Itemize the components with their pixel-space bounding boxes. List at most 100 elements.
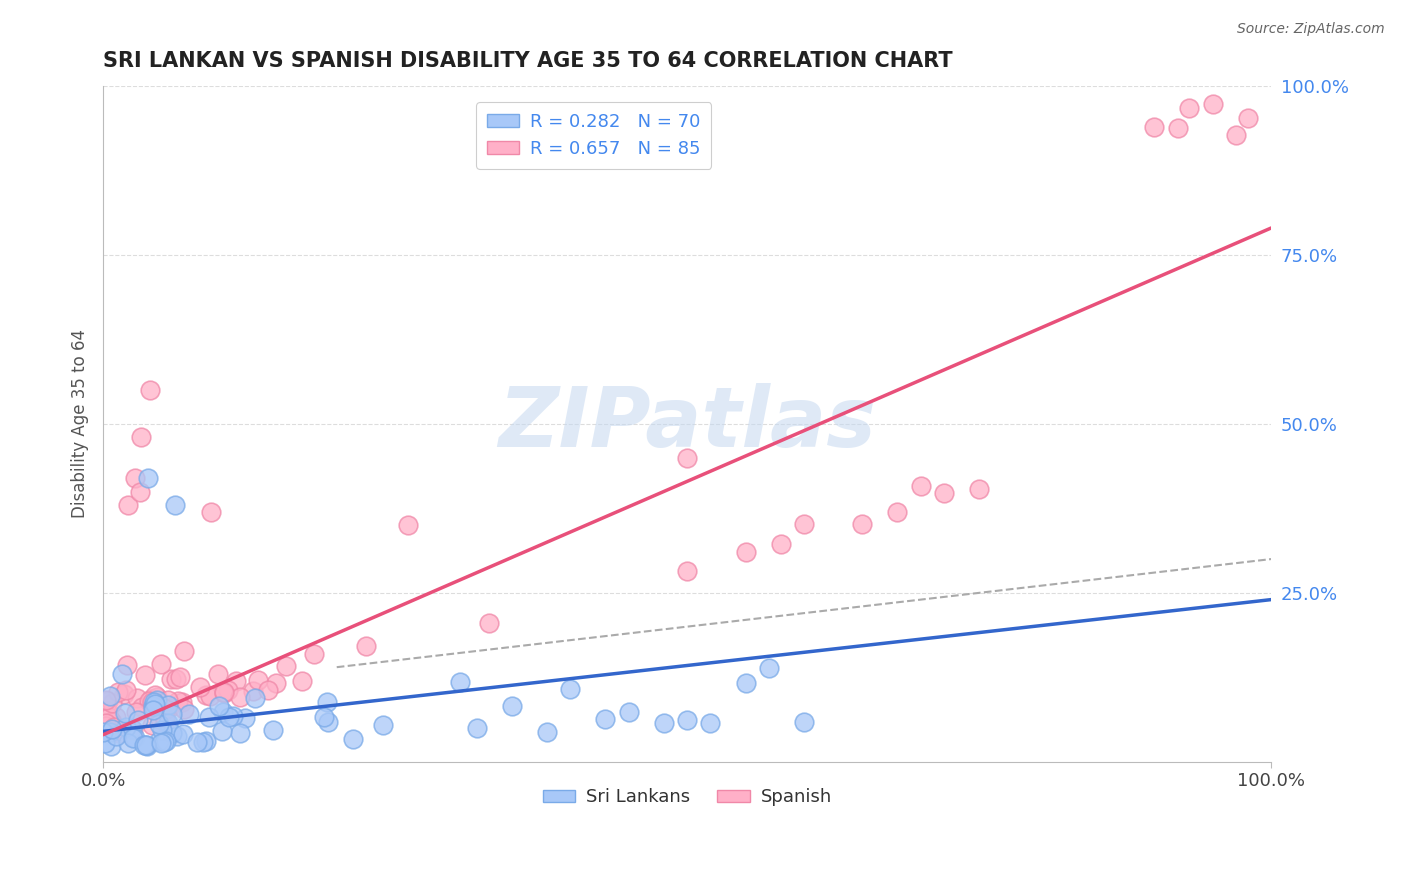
Text: SRI LANKAN VS SPANISH DISABILITY AGE 35 TO 64 CORRELATION CHART: SRI LANKAN VS SPANISH DISABILITY AGE 35 … [103, 51, 953, 70]
Point [233, 711, 256, 725]
Point [143, 695, 166, 709]
Point [142, 703, 165, 717]
Point [560, 681, 582, 696]
Point [98, 689, 121, 703]
Point [111, 722, 134, 736]
Point [396, 518, 419, 533]
Point [177, 706, 200, 721]
Point [136, 471, 159, 485]
Point [264, 676, 287, 690]
Point [153, 711, 176, 725]
Point [141, 718, 163, 732]
Point [186, 735, 208, 749]
Point [159, 672, 181, 686]
Point [94, 692, 117, 706]
Point [115, 682, 138, 697]
Point [112, 687, 135, 701]
Point [121, 722, 143, 736]
Point [129, 484, 152, 499]
Point [169, 671, 191, 685]
Point [851, 517, 873, 532]
Point [217, 683, 239, 698]
Point [793, 714, 815, 729]
Point [316, 715, 339, 730]
Point [316, 695, 339, 709]
Point [114, 706, 136, 721]
Point [100, 739, 122, 753]
Point [162, 726, 184, 740]
Point [149, 712, 172, 726]
Point [207, 698, 229, 713]
Point [172, 695, 194, 709]
Point [676, 713, 699, 727]
Point [127, 713, 149, 727]
Point [135, 739, 157, 753]
Point [198, 710, 221, 724]
Point [257, 682, 280, 697]
Point [135, 739, 157, 753]
Point [134, 668, 156, 682]
Point [124, 471, 146, 485]
Point [212, 705, 235, 719]
Point [262, 723, 284, 737]
Point [302, 647, 325, 661]
Point [125, 706, 148, 720]
Point [501, 698, 523, 713]
Point [245, 690, 267, 705]
Point [373, 718, 395, 732]
Point [155, 714, 177, 729]
Point [135, 738, 157, 752]
Point [676, 450, 699, 465]
Point [1202, 97, 1225, 112]
Y-axis label: Disability Age 35 to 64: Disability Age 35 to 64 [72, 329, 89, 518]
Point [155, 734, 177, 748]
Text: Source: ZipAtlas.com: Source: ZipAtlas.com [1237, 22, 1385, 37]
Point [97, 694, 120, 708]
Point [114, 720, 136, 734]
Point [142, 699, 165, 714]
Point [193, 734, 215, 748]
Point [104, 725, 127, 739]
Point [229, 725, 252, 739]
Point [595, 712, 617, 726]
Point [449, 675, 471, 690]
Point [190, 680, 212, 694]
Point [98, 710, 121, 724]
Point [101, 714, 124, 729]
Point [165, 672, 187, 686]
Point [465, 721, 488, 735]
Point [172, 727, 194, 741]
Point [125, 691, 148, 706]
Point [910, 479, 932, 493]
Point [212, 686, 235, 700]
Point [96, 704, 118, 718]
Point [734, 675, 756, 690]
Point [173, 702, 195, 716]
Point [122, 731, 145, 745]
Point [222, 709, 245, 723]
Point [122, 723, 145, 737]
Point [124, 731, 146, 746]
Point [143, 698, 166, 712]
Point [98, 725, 121, 739]
Point [291, 674, 314, 689]
Point [131, 699, 153, 714]
Point [617, 705, 640, 719]
Point [139, 691, 162, 706]
Point [146, 699, 169, 714]
Point [103, 720, 125, 734]
Point [769, 537, 792, 551]
Legend: Sri Lankans, Spanish: Sri Lankans, Spanish [536, 781, 839, 814]
Point [100, 696, 122, 710]
Point [536, 724, 558, 739]
Point [214, 685, 236, 699]
Point [1236, 111, 1258, 125]
Point [218, 710, 240, 724]
Point [117, 498, 139, 512]
Point [195, 734, 218, 748]
Point [157, 700, 180, 714]
Point [676, 564, 699, 578]
Point [242, 684, 264, 698]
Point [105, 730, 128, 744]
Point [146, 693, 169, 707]
